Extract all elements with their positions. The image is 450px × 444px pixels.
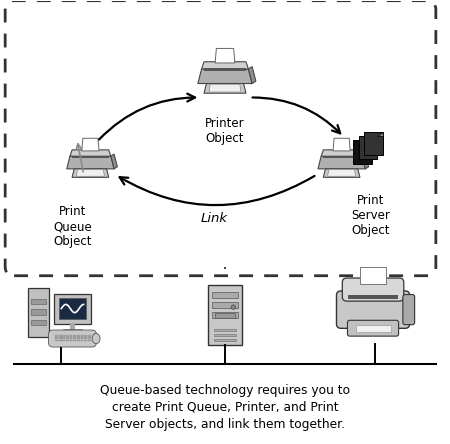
Polygon shape xyxy=(72,169,109,177)
Bar xyxy=(84,335,87,337)
Bar xyxy=(359,136,377,159)
Polygon shape xyxy=(76,170,104,176)
Text: Link: Link xyxy=(200,212,227,225)
Bar xyxy=(31,320,46,325)
Bar xyxy=(204,68,246,71)
Bar xyxy=(364,132,382,155)
Bar xyxy=(348,295,398,299)
Bar xyxy=(63,329,82,332)
Bar xyxy=(31,299,46,305)
Text: Queue-based technology requires you to
create Print Queue, Printer, and Print
Se: Queue-based technology requires you to c… xyxy=(100,384,350,431)
Bar xyxy=(63,337,65,339)
Bar xyxy=(70,337,72,339)
Bar xyxy=(63,335,65,337)
Bar xyxy=(88,340,90,341)
FancyBboxPatch shape xyxy=(49,330,96,347)
Bar xyxy=(66,337,69,339)
Polygon shape xyxy=(204,83,246,93)
Text: Print
Queue
Object: Print Queue Object xyxy=(53,205,92,248)
FancyBboxPatch shape xyxy=(342,278,404,301)
Polygon shape xyxy=(321,150,362,156)
Bar xyxy=(59,335,62,337)
Text: Print
Server
Object: Print Server Object xyxy=(351,194,390,238)
Polygon shape xyxy=(202,62,248,69)
Polygon shape xyxy=(377,132,382,136)
Polygon shape xyxy=(324,169,360,177)
Bar xyxy=(66,335,69,337)
Bar xyxy=(73,340,76,341)
Bar xyxy=(356,325,391,332)
Polygon shape xyxy=(333,138,350,151)
Polygon shape xyxy=(209,84,241,92)
Circle shape xyxy=(231,305,235,309)
Bar xyxy=(63,340,65,341)
Polygon shape xyxy=(111,154,117,169)
Bar xyxy=(81,337,83,339)
Bar xyxy=(70,323,75,330)
Bar xyxy=(212,312,238,318)
FancyBboxPatch shape xyxy=(347,320,399,336)
Bar xyxy=(324,155,360,158)
Polygon shape xyxy=(366,140,372,145)
Bar xyxy=(70,340,72,341)
Text: Printer
Object: Printer Object xyxy=(205,117,245,145)
Bar xyxy=(77,337,80,339)
Bar xyxy=(214,338,236,341)
Bar xyxy=(81,340,83,341)
Bar xyxy=(214,329,236,331)
Bar xyxy=(212,292,238,297)
Bar xyxy=(354,140,372,163)
Polygon shape xyxy=(318,156,365,169)
Bar xyxy=(88,337,90,339)
Bar xyxy=(59,337,62,339)
Polygon shape xyxy=(372,136,377,140)
Bar xyxy=(77,335,80,337)
Bar xyxy=(77,340,80,341)
FancyBboxPatch shape xyxy=(337,291,410,328)
Polygon shape xyxy=(70,150,111,156)
Bar xyxy=(66,340,69,341)
Bar xyxy=(73,337,76,339)
Bar xyxy=(81,335,83,337)
Bar xyxy=(84,340,87,341)
Polygon shape xyxy=(328,170,356,176)
Bar xyxy=(72,155,109,158)
Bar xyxy=(360,267,386,284)
Polygon shape xyxy=(67,156,114,169)
Bar xyxy=(59,340,62,341)
Bar xyxy=(212,302,238,308)
Bar xyxy=(88,335,90,337)
Bar xyxy=(28,288,49,337)
Ellipse shape xyxy=(92,333,100,344)
Polygon shape xyxy=(362,154,369,169)
Bar xyxy=(215,313,235,318)
Bar xyxy=(55,335,58,337)
Bar xyxy=(58,297,86,319)
FancyBboxPatch shape xyxy=(403,294,414,325)
Bar xyxy=(54,293,90,324)
Bar xyxy=(73,335,76,337)
Bar xyxy=(208,285,242,345)
Bar xyxy=(31,309,46,315)
Bar xyxy=(55,337,58,339)
Polygon shape xyxy=(82,138,99,151)
Bar xyxy=(70,335,72,337)
Polygon shape xyxy=(198,69,252,83)
Bar xyxy=(84,337,87,339)
Bar xyxy=(214,333,236,337)
Polygon shape xyxy=(248,67,256,83)
Bar xyxy=(55,340,58,341)
Polygon shape xyxy=(215,48,235,63)
